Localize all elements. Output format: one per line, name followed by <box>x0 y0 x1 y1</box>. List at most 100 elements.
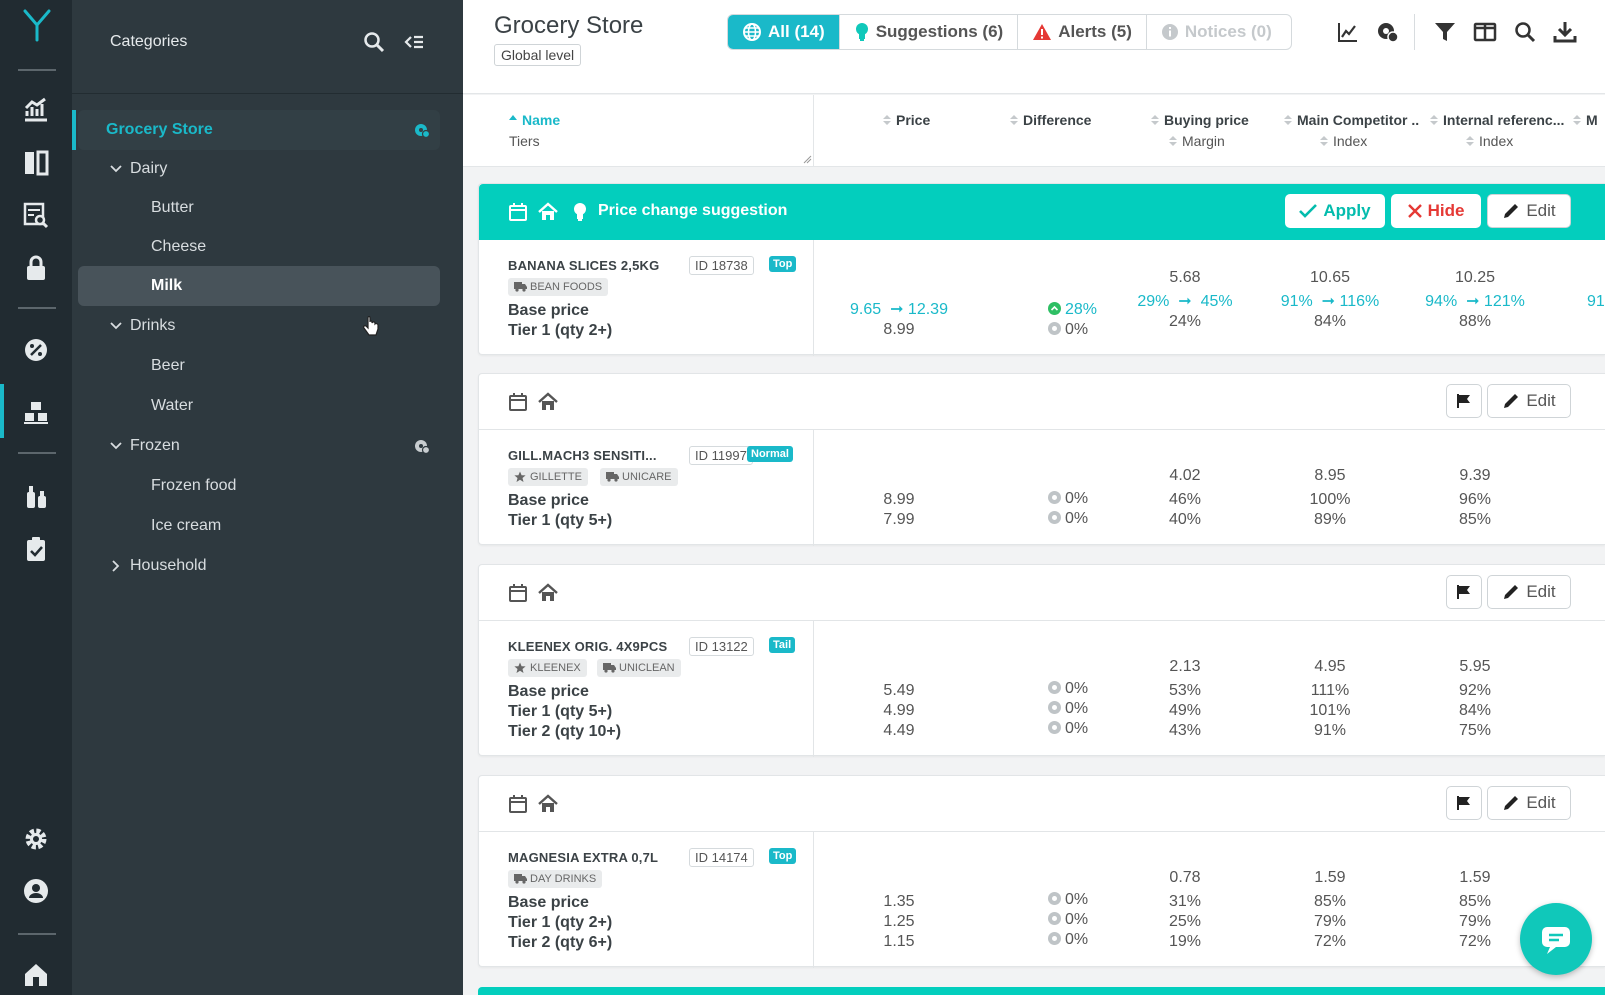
column-name-title: Name <box>522 112 561 128</box>
column-buying-title: Buying price <box>1164 112 1249 128</box>
resize-handle-icon[interactable] <box>803 155 812 164</box>
home-icon[interactable] <box>537 391 559 413</box>
tree-node-household[interactable]: Household <box>78 546 440 586</box>
chat-button[interactable] <box>1520 903 1592 975</box>
column-main-competitor[interactable]: Main Competitor .. <box>1284 112 1419 128</box>
supplier-chip: BEAN FOODS <box>508 278 609 296</box>
product-card: Edit MAGNESIA EXTRA 0,7L ID 14174 Top DA… <box>478 775 1605 968</box>
edit-button[interactable]: Edit <box>1487 786 1571 820</box>
filter-notices[interactable]: Notices (0) <box>1147 15 1286 49</box>
columns-icon[interactable] <box>22 149 50 177</box>
column-more[interactable]: M <box>1573 112 1598 128</box>
filter-alerts[interactable]: Alerts (5) <box>1018 15 1147 49</box>
home-icon[interactable] <box>537 793 559 815</box>
gear-icon[interactable] <box>22 825 50 853</box>
calendar-icon[interactable] <box>507 391 529 413</box>
columns-layout-icon[interactable] <box>1473 20 1497 44</box>
rail-separator <box>18 452 56 454</box>
tree-node-water[interactable]: Water <box>78 386 440 426</box>
column-internal-reference[interactable]: Internal referenc... <box>1430 112 1564 128</box>
column-buying-price[interactable]: Buying price <box>1151 112 1249 128</box>
clipboard-check-icon[interactable] <box>22 535 50 563</box>
product-name: MAGNESIA EXTRA 0,7L <box>508 850 659 865</box>
products-icon[interactable] <box>22 397 50 425</box>
calendar-icon[interactable] <box>507 201 529 223</box>
filter-suggestions[interactable]: Suggestions (6) <box>840 15 1019 49</box>
price-value: 1.15 <box>883 933 915 950</box>
discount-icon[interactable] <box>22 336 50 364</box>
internal-price: 5.95 <box>1459 658 1491 675</box>
arrow-right-icon: ➞ <box>1466 293 1480 310</box>
search-icon[interactable] <box>1513 20 1537 44</box>
app-logo-icon[interactable] <box>22 8 52 42</box>
tree-node-ice-cream[interactable]: Ice cream <box>78 506 440 546</box>
tier-label: Tier 1 (qty 2+) <box>508 322 613 339</box>
buying-price-value: 5.68 <box>1169 269 1201 286</box>
price-cell[interactable]: 1.35 1.25 1.15 <box>859 892 939 952</box>
suggestion-title: Price change suggestion <box>598 202 788 219</box>
price-cell[interactable]: 5.49 4.99 4.49 <box>859 681 939 741</box>
index-value: 88% <box>1458 313 1492 330</box>
flag-button[interactable] <box>1446 575 1482 609</box>
column-name[interactable]: Name <box>509 112 560 128</box>
bottles-icon[interactable] <box>22 482 50 510</box>
internal-reference-cell: 9.39 96% 85% <box>1435 466 1515 530</box>
tier-tag: Normal <box>747 446 793 462</box>
apply-button[interactable]: Apply <box>1285 194 1385 228</box>
chevron-down-icon[interactable] <box>110 163 122 175</box>
tree-node-butter[interactable]: Butter <box>78 188 440 228</box>
search-icon[interactable] <box>362 30 386 54</box>
difference-value: 0% <box>1065 321 1089 338</box>
chevron-down-icon[interactable] <box>110 440 122 452</box>
flag-button[interactable] <box>1446 786 1482 820</box>
price-cell[interactable]: 9.65 ➞ 12.39 8.99 <box>819 300 979 340</box>
tree-node-label: Frozen <box>130 437 180 454</box>
download-icon[interactable] <box>1553 20 1577 44</box>
margin-old: 29% <box>1137 293 1170 310</box>
tree-node-frozen[interactable]: Frozen <box>78 426 440 466</box>
edit-button[interactable]: Edit <box>1487 384 1571 418</box>
tree-node-dairy[interactable]: Dairy <box>78 149 440 189</box>
price-strategy-icon[interactable] <box>1376 20 1400 44</box>
home-icon[interactable] <box>537 582 559 604</box>
column-difference[interactable]: Difference <box>1010 112 1091 128</box>
home-icon[interactable] <box>22 960 50 988</box>
user-icon[interactable] <box>22 877 50 905</box>
column-internal-index[interactable]: Index <box>1466 133 1513 149</box>
report-search-icon[interactable] <box>22 201 50 229</box>
hide-button[interactable]: Hide <box>1391 194 1481 228</box>
calendar-icon[interactable] <box>507 793 529 815</box>
tier-tag: Top <box>769 256 797 272</box>
tree-node-milk[interactable]: Milk <box>78 266 440 306</box>
margin-value: 53% <box>1168 682 1202 699</box>
edit-label: Edit <box>1526 201 1556 220</box>
tier-list: Base price Tier 1 (qty 2+) <box>508 301 612 341</box>
tree-node-drinks[interactable]: Drinks <box>78 306 440 346</box>
tier-label: Tier 1 (qty 5+) <box>508 512 613 529</box>
margin-value: 25% <box>1168 913 1202 930</box>
chevron-right-icon[interactable] <box>110 560 122 572</box>
tree-node-cheese[interactable]: Cheese <box>78 227 440 267</box>
tree-node-beer[interactable]: Beer <box>78 346 440 386</box>
collapse-panel-icon[interactable] <box>402 30 426 54</box>
tree-node-grocery-store[interactable]: Grocery Store <box>72 110 440 150</box>
chart-icon[interactable] <box>1336 20 1360 44</box>
edit-button[interactable]: Edit <box>1487 575 1571 609</box>
edit-button[interactable]: Edit <box>1487 194 1571 228</box>
column-margin[interactable]: Margin <box>1169 133 1225 149</box>
flag-button[interactable] <box>1446 384 1482 418</box>
tree-node-frozen-food[interactable]: Frozen food <box>78 466 440 506</box>
chevron-down-icon[interactable] <box>110 320 122 332</box>
chip-label: UNICLEAN <box>619 662 675 674</box>
home-icon[interactable] <box>537 201 559 223</box>
filter-all[interactable]: All (14) <box>728 15 840 49</box>
price-strategy-icon[interactable] <box>414 438 430 454</box>
price-cell[interactable]: 8.99 7.99 <box>859 490 939 530</box>
calendar-icon[interactable] <box>507 582 529 604</box>
column-competitor-index[interactable]: Index <box>1320 133 1367 149</box>
column-price[interactable]: Price <box>883 112 930 128</box>
price-strategy-icon[interactable] <box>414 122 430 138</box>
analytics-icon[interactable] <box>22 96 50 124</box>
filter-icon[interactable] <box>1433 20 1457 44</box>
lock-icon[interactable] <box>22 254 50 282</box>
